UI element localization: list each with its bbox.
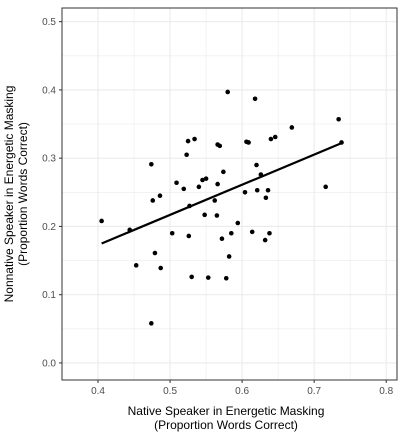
data-point <box>267 231 272 236</box>
data-point <box>269 137 274 142</box>
data-point <box>158 266 163 271</box>
data-point <box>212 198 217 203</box>
data-point <box>187 204 192 209</box>
data-point <box>184 152 189 157</box>
data-point <box>336 117 341 122</box>
y-tick-label: 0.1 <box>42 290 56 301</box>
data-point <box>204 176 209 181</box>
y-tick-label: 0.2 <box>42 222 56 233</box>
y-axis-title-line-2: (Proportion Words Correct) <box>16 122 30 266</box>
data-point <box>221 170 226 175</box>
y-tick-label: 0.0 <box>42 358 56 369</box>
grid-layer <box>62 8 397 380</box>
data-point <box>229 231 234 236</box>
x-axis-title-line-1: Native Speaker in Energetic Masking <box>128 404 325 418</box>
data-point <box>339 140 344 145</box>
data-point <box>127 228 132 233</box>
data-point <box>99 219 104 224</box>
data-point <box>323 185 328 190</box>
data-point <box>197 185 202 190</box>
data-point <box>243 190 248 195</box>
data-point <box>149 162 154 167</box>
data-point <box>259 172 264 177</box>
data-point <box>134 263 139 268</box>
data-point <box>227 254 232 259</box>
x-tick-label: 0.5 <box>163 386 177 397</box>
x-tick-label: 0.7 <box>307 386 321 397</box>
data-point <box>217 144 222 149</box>
data-point <box>202 213 207 218</box>
y-tick-label: 0.4 <box>42 85 56 96</box>
data-point <box>290 125 295 130</box>
data-point <box>264 195 269 200</box>
data-point <box>254 163 259 168</box>
data-point <box>215 213 220 218</box>
x-tick-label: 0.6 <box>235 386 249 397</box>
data-point <box>149 321 154 326</box>
data-point <box>186 234 191 239</box>
data-point <box>153 251 158 256</box>
y-tick-label: 0.3 <box>42 154 56 165</box>
data-point <box>174 180 179 185</box>
data-point <box>189 275 194 280</box>
plot-panel <box>62 8 397 380</box>
data-point <box>220 236 225 241</box>
x-tick-label: 0.4 <box>91 386 105 397</box>
data-point <box>186 139 191 144</box>
data-point <box>192 137 197 142</box>
x-axis-title-line-2: (Proportion Words Correct) <box>154 418 298 432</box>
data-point <box>255 188 260 193</box>
x-tick-label: 0.8 <box>379 386 393 397</box>
data-point <box>250 230 255 235</box>
data-point <box>215 182 220 187</box>
data-point <box>150 198 155 203</box>
data-point <box>263 238 268 243</box>
data-point <box>158 193 163 198</box>
data-point <box>206 275 211 280</box>
y-tick-label: 0.5 <box>42 17 56 28</box>
data-point <box>225 90 230 95</box>
data-point <box>246 140 251 145</box>
data-point <box>235 221 240 226</box>
data-point <box>273 135 278 140</box>
data-point <box>170 231 175 236</box>
data-point <box>266 188 271 193</box>
data-point <box>181 187 186 192</box>
data-point <box>224 276 229 281</box>
y-axis-title-line-1: Nonnative Speaker in Energetic Masking <box>2 86 16 303</box>
data-point <box>253 96 258 101</box>
